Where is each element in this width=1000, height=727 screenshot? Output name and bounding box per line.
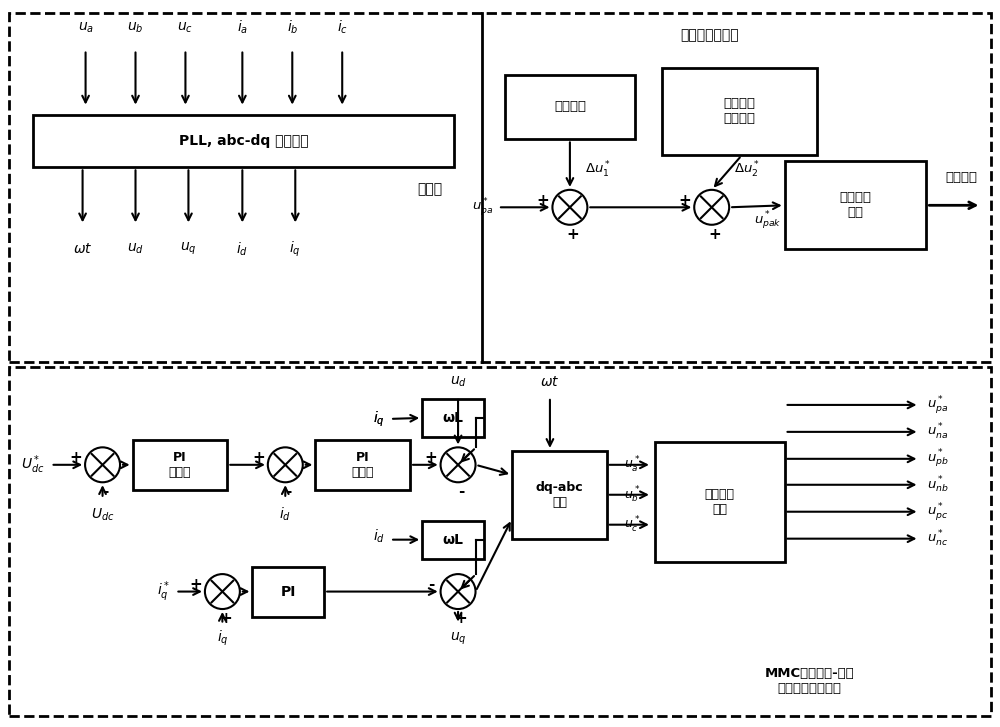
Text: $u_a^*$: $u_a^*$ (624, 455, 640, 475)
Text: 环流抑制: 环流抑制 (554, 100, 586, 113)
Text: PLL, abc-dq 坐标变换: PLL, abc-dq 坐标变换 (179, 134, 308, 148)
Text: -: - (458, 484, 464, 499)
Bar (655, 442, 785, 562)
Text: +: + (189, 577, 202, 592)
Text: $i_a$: $i_a$ (237, 19, 248, 36)
Text: $i_d$: $i_d$ (236, 241, 248, 258)
Text: $u_{pb}^*$: $u_{pb}^*$ (927, 448, 949, 470)
Text: +: + (567, 227, 579, 242)
Text: 门极驱动: 门极驱动 (945, 171, 977, 184)
Bar (512, 451, 607, 539)
Text: $i_b$: $i_b$ (287, 19, 298, 36)
Bar (252, 566, 324, 616)
Text: dq-abc
变换: dq-abc 变换 (536, 481, 583, 509)
Text: $i_q$: $i_q$ (289, 240, 301, 259)
Text: $i_q$: $i_q$ (373, 409, 385, 428)
Bar (422, 399, 484, 437)
Bar (422, 521, 484, 558)
Text: MMC直流电压-无功
功率双环控制策略: MMC直流电压-无功 功率双环控制策略 (765, 667, 854, 696)
Bar (505, 75, 635, 140)
Text: $u_q$: $u_q$ (450, 630, 466, 646)
Text: ωL: ωL (443, 533, 464, 547)
Text: ωL: ωL (443, 411, 464, 425)
Text: $u_d$: $u_d$ (127, 242, 144, 257)
Text: 锁相环: 锁相环 (418, 182, 443, 196)
Text: $i_c$: $i_c$ (337, 19, 348, 36)
Text: $u_{nc}^*$: $u_{nc}^*$ (927, 529, 949, 549)
Text: 附加占空比控制: 附加占空比控制 (680, 28, 739, 43)
Text: 电容电压
平衡控制: 电容电压 平衡控制 (723, 97, 755, 126)
Text: +: + (252, 450, 265, 465)
Text: -: - (102, 484, 109, 499)
Text: $u_b^*$: $u_b^*$ (624, 485, 640, 505)
Text: $\omega t$: $\omega t$ (73, 242, 92, 256)
Text: $U_{dc}$: $U_{dc}$ (91, 507, 114, 523)
Text: $u_{na}^*$: $u_{na}^*$ (927, 422, 949, 442)
Text: 载波移相
调制: 载波移相 调制 (840, 191, 872, 220)
Text: +: + (678, 193, 691, 208)
Text: +: + (219, 611, 232, 626)
Text: $u_d$: $u_d$ (450, 374, 467, 389)
Text: -: - (428, 577, 434, 592)
Circle shape (441, 574, 476, 609)
Bar (33, 116, 454, 167)
Text: +: + (455, 611, 467, 626)
Text: $\omega t$: $\omega t$ (540, 375, 560, 389)
Text: +: + (708, 227, 721, 242)
Text: -: - (285, 484, 291, 499)
Text: $i_q$: $i_q$ (373, 409, 385, 428)
Circle shape (268, 447, 303, 482)
Text: PI: PI (281, 585, 296, 598)
Text: +: + (537, 193, 549, 208)
Circle shape (441, 447, 476, 482)
Text: $u_c^*$: $u_c^*$ (624, 515, 640, 535)
Text: PI
控制器: PI 控制器 (351, 451, 374, 479)
Text: $u_{pa}^*$: $u_{pa}^*$ (472, 196, 493, 218)
Text: $u_c$: $u_c$ (177, 20, 193, 35)
Text: +: + (69, 450, 82, 465)
Text: $i_q$: $i_q$ (217, 629, 228, 648)
Bar (9, 12, 991, 362)
Text: $u_{pa}^*$: $u_{pa}^*$ (927, 394, 949, 416)
Text: 调制电压
生成: 调制电压 生成 (705, 488, 735, 515)
Text: $u_q$: $u_q$ (180, 241, 197, 257)
Text: $u_b$: $u_b$ (127, 20, 144, 35)
Bar (662, 68, 817, 156)
Text: $\Delta u_1^*$: $\Delta u_1^*$ (585, 161, 611, 180)
Bar (315, 440, 410, 490)
Bar (133, 440, 227, 490)
Text: $\Delta u_2^*$: $\Delta u_2^*$ (734, 161, 760, 180)
Text: $i_d$: $i_d$ (279, 506, 291, 523)
Circle shape (205, 574, 240, 609)
Text: $U_{dc}^*$: $U_{dc}^*$ (21, 454, 44, 476)
Text: $i_q^*$: $i_q^*$ (157, 579, 170, 604)
Circle shape (552, 190, 587, 225)
Text: PI
控制器: PI 控制器 (169, 451, 191, 479)
Text: $u_{pak}^*$: $u_{pak}^*$ (754, 210, 781, 233)
Bar (785, 161, 926, 249)
Text: $u_a$: $u_a$ (78, 20, 94, 35)
Text: $u_{nb}^*$: $u_{nb}^*$ (927, 475, 949, 495)
Circle shape (85, 447, 120, 482)
Text: +: + (425, 450, 437, 465)
Text: $i_d$: $i_d$ (373, 528, 385, 545)
Circle shape (694, 190, 729, 225)
Text: $u_{pc}^*$: $u_{pc}^*$ (927, 501, 949, 523)
Bar (9, 367, 991, 716)
